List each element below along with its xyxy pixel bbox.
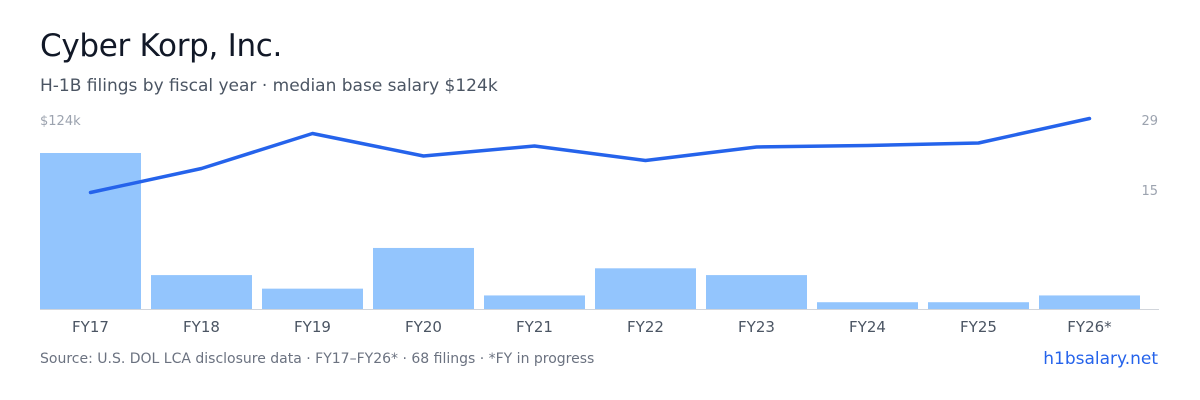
bar-fy24 [817,302,918,309]
x-tick-label: FY17 [72,318,109,336]
x-tick-label: FY20 [405,318,442,336]
salary-line [88,116,1092,195]
x-tick-label: FY22 [627,318,664,336]
bar-fy22 [595,268,696,309]
bar-fy19 [262,288,363,309]
bar-fy20 [373,247,474,309]
bar-fy17 [40,153,141,309]
source-note: Source: U.S. DOL LCA disclosure data · F… [40,351,595,367]
x-tick-label: FY23 [738,318,775,336]
x-tick-label: FY18 [183,318,220,336]
bar-fy26-partial [1039,295,1140,309]
left-axis-tick-label: $124k [40,114,81,129]
x-tick-label: FY24 [849,318,886,336]
right-axis-tick-label: 15 [1141,184,1158,199]
bar-fy18 [151,275,252,309]
bar-fy21 [484,295,585,309]
brand-link[interactable]: h1bsalary.net [1043,349,1158,369]
chart-subtitle: H-1B filings by fiscal year · median bas… [40,76,498,96]
x-tick-label: FY19 [294,318,331,336]
combo-chart: FY17 FY18 FY19 FY20 FY21 FY22 FY23 FY24 FY25 FY26… [40,114,1159,336]
page-title: Cyber Korp, Inc. [40,28,283,64]
x-tick-label: FY25 [960,318,997,336]
bar-fy25 [928,302,1029,309]
bar-fy23 [706,275,807,309]
x-tick-label: FY26* [1067,318,1112,336]
right-axis-tick-label: 29 [1141,114,1158,129]
x-tick-label: FY21 [516,318,553,336]
